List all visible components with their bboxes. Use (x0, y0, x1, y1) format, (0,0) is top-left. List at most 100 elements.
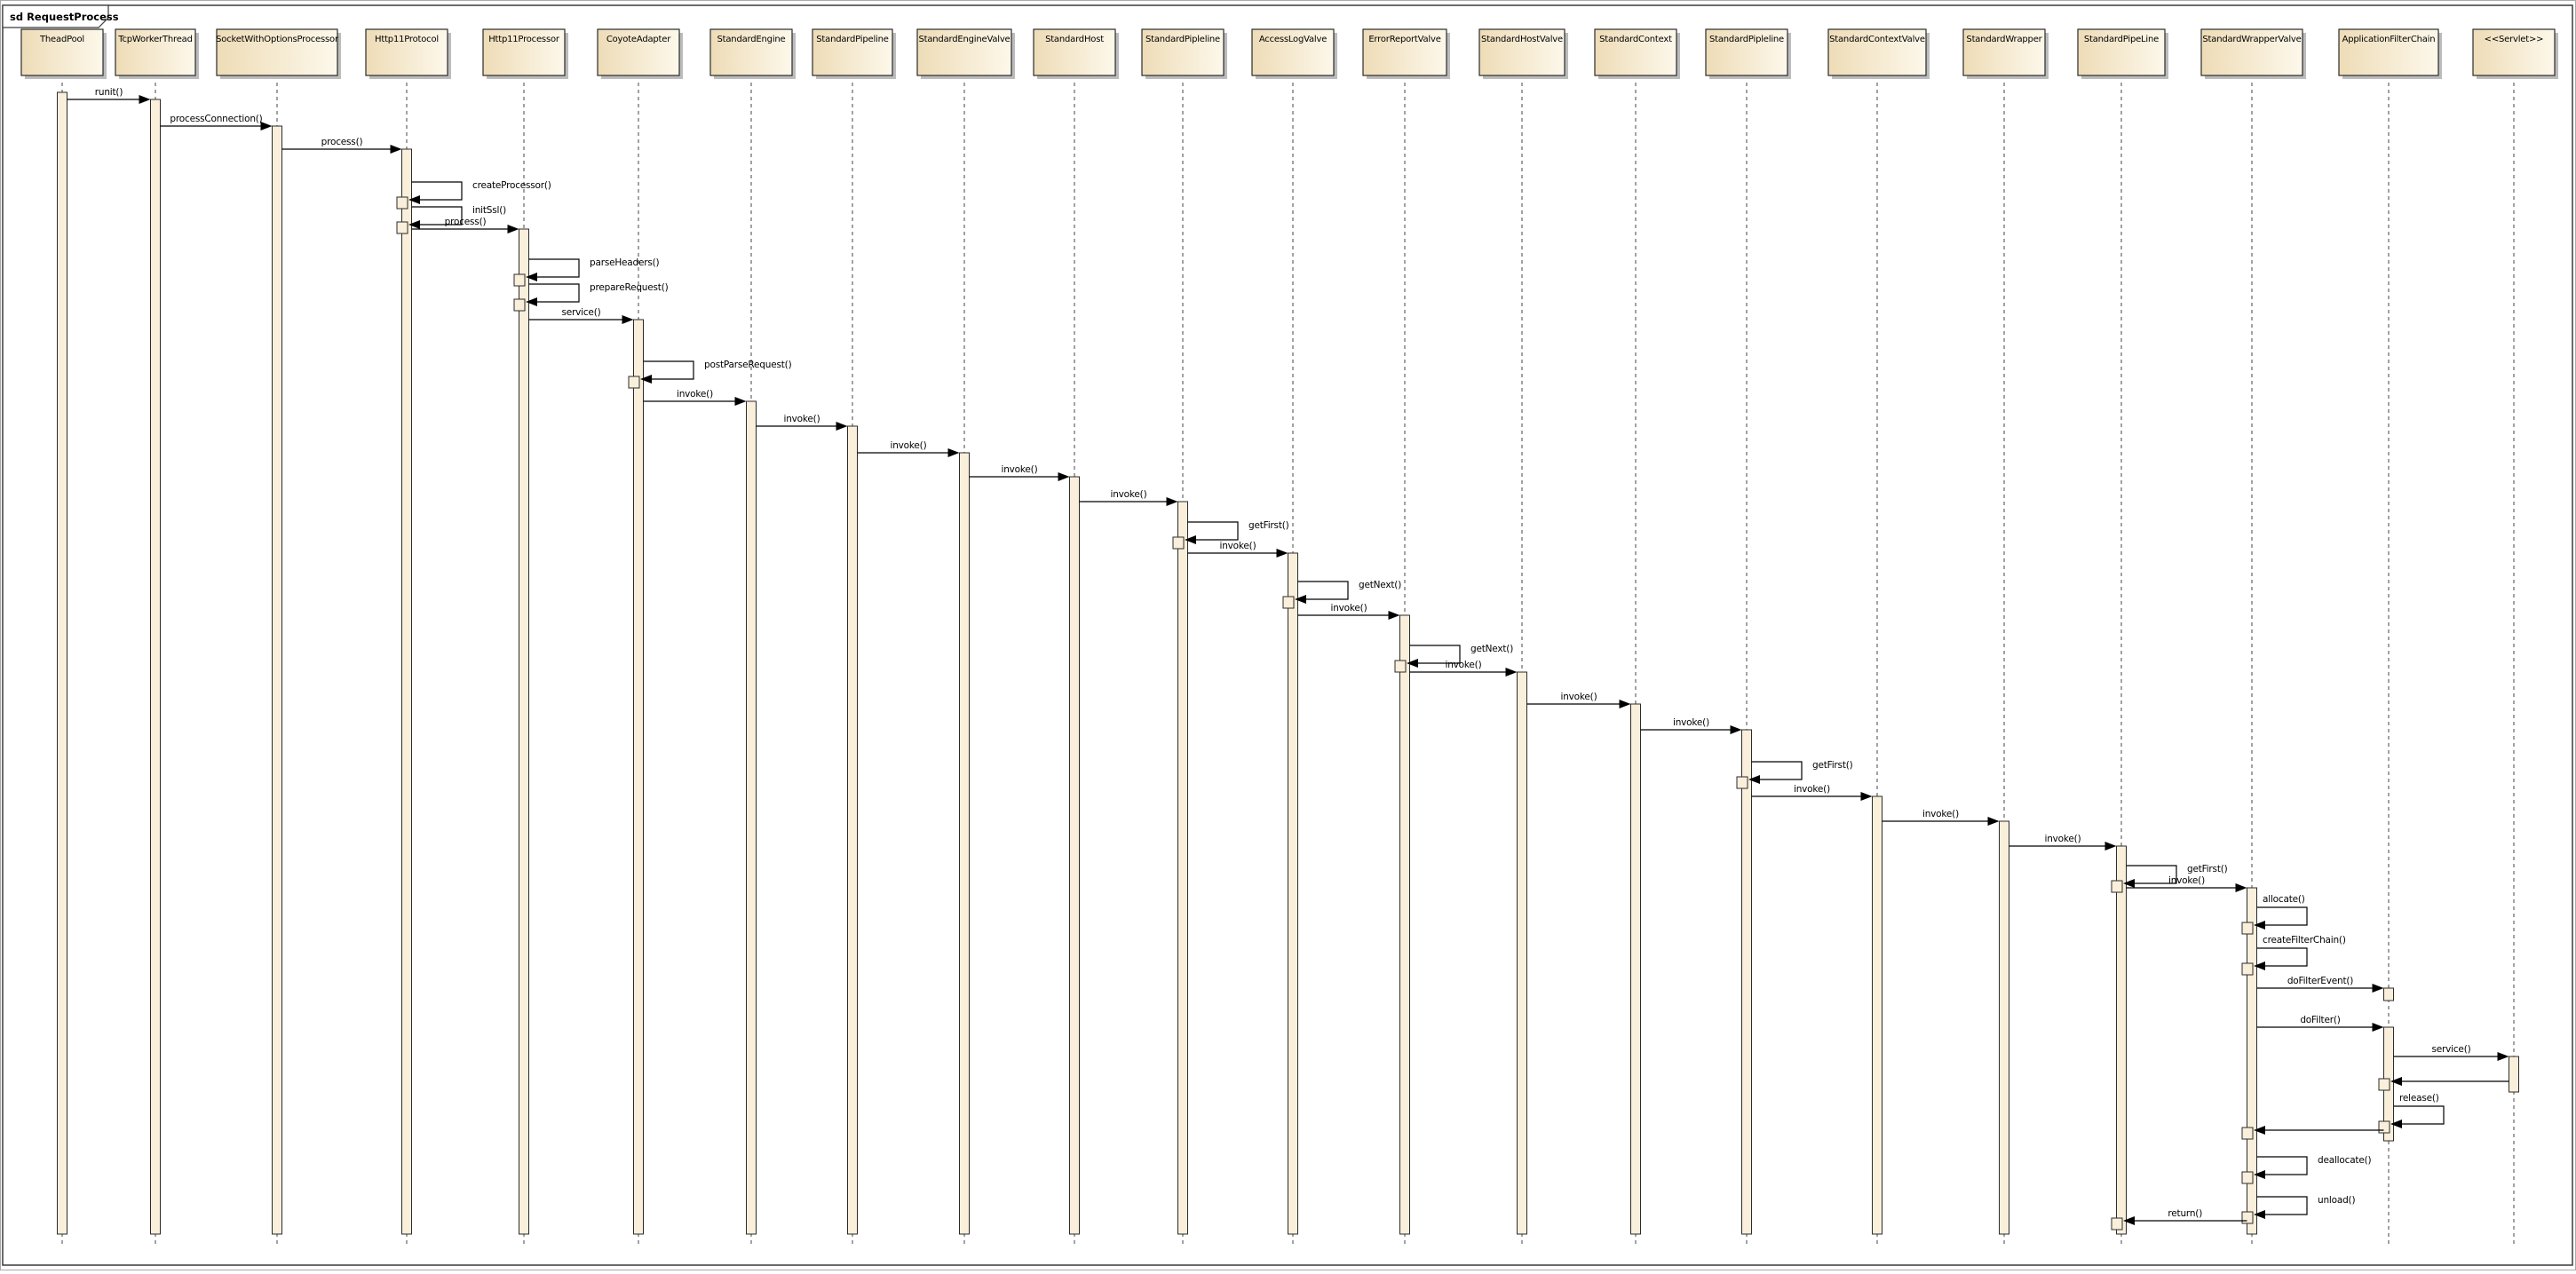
self-message-line (411, 206, 463, 226)
self-message-line (528, 258, 580, 278)
frame-title: sd RequestProcess (10, 11, 119, 23)
nested-activation (2241, 922, 2254, 935)
lifeline-box-Http11Processor (482, 28, 566, 76)
lifeline-box-StandardPipeLine (2077, 28, 2166, 76)
message-label: invoke() (1673, 717, 1709, 728)
message-label: return() (2168, 1208, 2202, 1219)
lifeline-box-ApplicationFilterChain (2338, 28, 2439, 76)
message-label: invoke() (1561, 692, 1597, 702)
message-label: process() (321, 137, 363, 147)
arrowhead-icon (2104, 842, 2117, 851)
self-message-line (1297, 581, 1349, 600)
activation-bar (1517, 671, 1527, 1235)
nested-activation (2241, 1211, 2254, 1224)
message-label: service() (2431, 1044, 2470, 1055)
message-label: invoke() (891, 440, 927, 451)
nested-activation (396, 196, 408, 210)
lifeline-box-StandardPipleline (1141, 28, 1225, 76)
arrowhead-icon (1185, 535, 1196, 544)
arrowhead-icon (1295, 595, 1306, 604)
message-label: prepareRequest() (590, 282, 669, 293)
arrowhead-icon (2254, 961, 2265, 970)
arrowhead-icon (1407, 659, 1418, 668)
message-label: getNext() (1359, 580, 1401, 590)
arrowhead-icon (507, 225, 519, 233)
message-label: runit() (95, 87, 123, 98)
arrowhead-icon (1987, 817, 2000, 826)
self-message-line (528, 283, 580, 303)
lifeline-label: TcpWorkerThread (117, 35, 192, 44)
self-message-line (643, 360, 694, 380)
activation-bar (2247, 887, 2257, 1235)
message-label: process() (445, 217, 487, 227)
arrowhead-icon (734, 397, 747, 406)
nested-activation (1736, 776, 1748, 789)
arrowhead-icon (2254, 1210, 2265, 1219)
arrowhead-icon (947, 448, 960, 457)
message-label: invoke() (2168, 875, 2205, 886)
arrowhead-icon (2123, 1216, 2135, 1225)
arrowhead-icon (1276, 549, 1288, 558)
activation-bar (401, 148, 412, 1235)
lifeline-label: StandardContext (1599, 35, 1672, 44)
message-label: getFirst() (1248, 520, 1289, 531)
activation-bar (1288, 552, 1298, 1235)
message-label: getFirst() (2187, 864, 2228, 874)
self-message-line (2256, 1196, 2308, 1215)
activation-bar (1872, 795, 1882, 1235)
activation-bar (633, 319, 644, 1235)
lifeline-label: StandardPipleline (1145, 35, 1220, 44)
arrowhead-icon (2123, 879, 2135, 888)
self-message-line (411, 181, 463, 201)
message-label: invoke() (1331, 603, 1367, 613)
lifeline-box-TcpWorkerThread (115, 28, 196, 76)
lifeline-box-Http11Protocol (365, 28, 448, 76)
lifeline-box-StandardWrapperValve (2200, 28, 2303, 76)
frame-border (2, 4, 2573, 1266)
arrowhead-icon (1505, 668, 1518, 677)
message-label: doFilter() (2300, 1015, 2340, 1025)
nested-activation (1172, 536, 1185, 550)
arrowhead-icon (1730, 725, 1742, 734)
nested-activation (2111, 1217, 2123, 1230)
message-label: unload() (2318, 1195, 2355, 1206)
message-label: initSsl() (472, 205, 506, 216)
lifeline-label: CoyoteAdapter (606, 35, 671, 44)
activation-bar (1069, 476, 1080, 1235)
message-label: deallocate() (2318, 1155, 2371, 1166)
message-label: getFirst() (1812, 760, 1853, 771)
lifeline-box-StandardHostValve (1478, 28, 1565, 76)
message-label: processConnection() (170, 114, 262, 124)
arrowhead-icon (526, 273, 537, 281)
nested-activation (1282, 596, 1295, 609)
activation-bar (847, 425, 858, 1235)
activation-bar (1630, 703, 1641, 1235)
lifeline-label: StandardPipeline (816, 35, 888, 44)
lifeline-label: StandardWrapper (1966, 35, 2042, 44)
activation-bar (150, 99, 161, 1235)
activation-bar (2116, 845, 2127, 1235)
lifeline-label: StandardContextValve (1829, 35, 1925, 44)
message-label: doFilterEvent() (2287, 976, 2353, 986)
lifeline-label: ErrorReportValve (1368, 35, 1440, 44)
lifeline-box-StandardHost (1033, 28, 1116, 76)
self-message-line (1751, 761, 1803, 780)
arrowhead-icon (526, 297, 537, 306)
self-message-line (1187, 521, 1239, 541)
arrowhead-icon (408, 220, 420, 229)
arrowhead-icon (2497, 1052, 2509, 1061)
arrowhead-icon (2235, 883, 2247, 892)
message-label: createFilterChain() (2263, 935, 2346, 946)
lifeline-box-StandardContext (1594, 28, 1677, 76)
lifeline-label: StandardPipeLine (2084, 35, 2159, 44)
message-label: invoke() (1002, 464, 1038, 475)
activation-bar (2509, 1056, 2519, 1093)
nested-activation (513, 273, 526, 287)
message-label: invoke() (2045, 834, 2081, 844)
activation-bar (1999, 820, 2009, 1235)
message-label: parseHeaders() (590, 257, 660, 268)
nested-activation (396, 221, 408, 234)
lifeline-label: StandardWrapperValve (2202, 35, 2301, 44)
frame-title-tab (2, 4, 109, 28)
